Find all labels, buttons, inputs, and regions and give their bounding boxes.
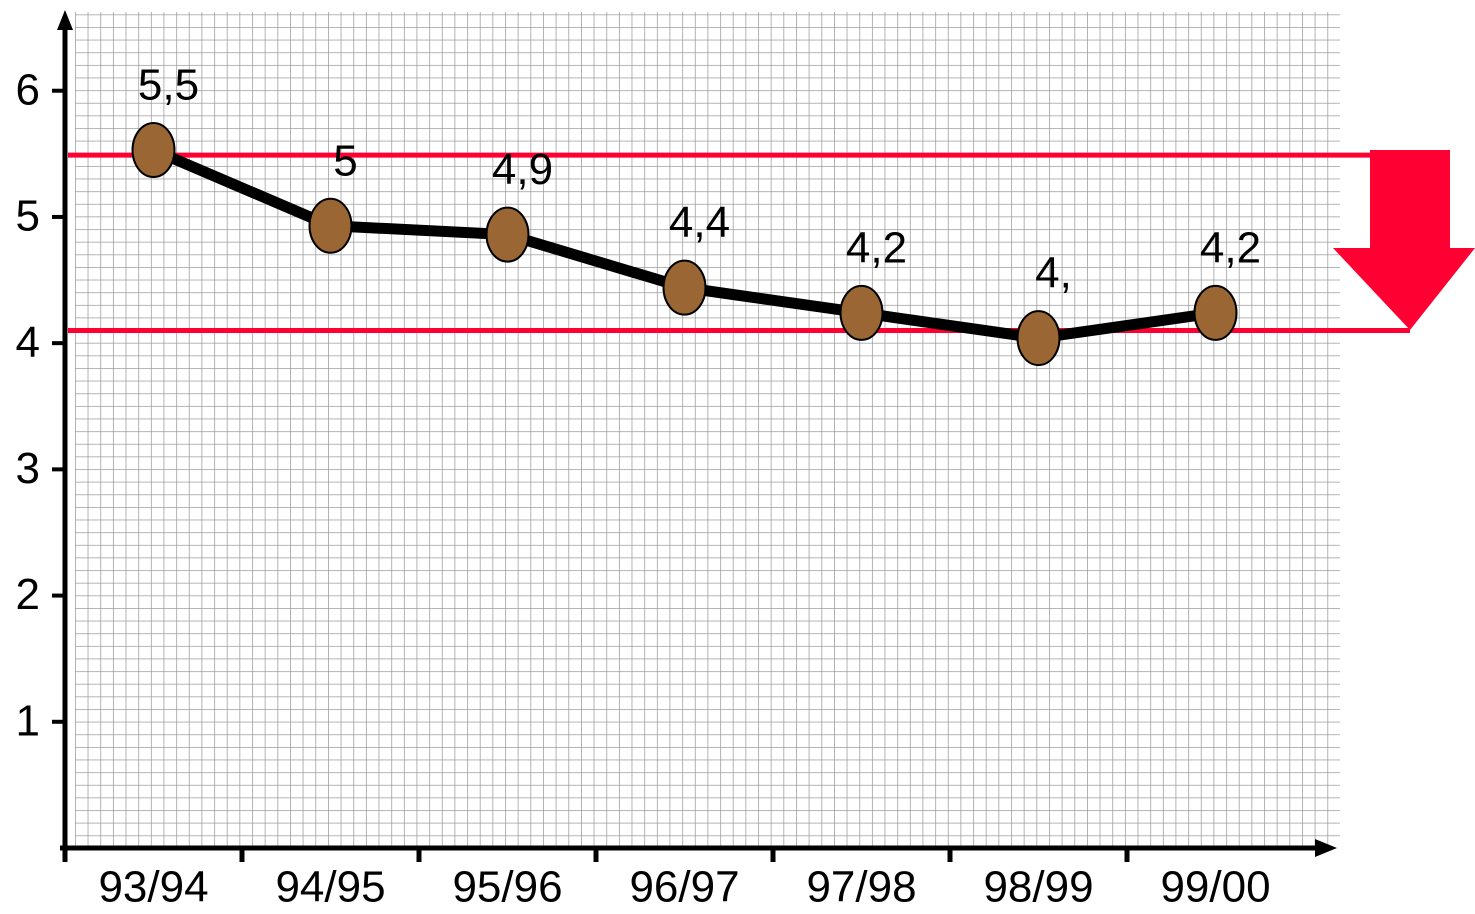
x-tick-label: 97/98	[806, 863, 916, 912]
data-label: 4,4	[669, 198, 730, 247]
y-axis-arrow	[57, 10, 73, 30]
x-tick-label: 99/00	[1160, 863, 1270, 912]
y-tick-label: 2	[16, 570, 40, 619]
data-label: 4,2	[1200, 223, 1261, 272]
data-point	[1016, 310, 1061, 367]
y-tick-label: 5	[16, 192, 40, 241]
data-label: 5	[333, 136, 357, 185]
y-tick-label: 4	[16, 318, 40, 367]
x-tick-label: 93/94	[98, 863, 208, 912]
y-tick-label: 1	[16, 696, 40, 745]
y-tick-label: 3	[16, 444, 40, 493]
data-label: 4,2	[846, 223, 907, 272]
data-point	[662, 259, 707, 316]
x-axis-arrow	[1315, 839, 1337, 857]
x-tick-label: 94/95	[275, 863, 385, 912]
x-tick-label: 98/99	[983, 863, 1093, 912]
y-tick-label: 6	[16, 65, 40, 114]
data-label: 4,9	[492, 145, 553, 194]
data-point	[308, 197, 353, 254]
data-label: 5,5	[138, 61, 199, 110]
x-tick-label: 96/97	[629, 863, 739, 912]
grid	[75, 12, 1340, 848]
data-point	[485, 206, 530, 263]
down-arrow	[1333, 150, 1475, 330]
data-label: 4,	[1035, 249, 1072, 298]
x-tick-label: 95/96	[452, 863, 562, 912]
data-point	[839, 284, 884, 341]
data-point	[1193, 284, 1238, 341]
data-point	[131, 122, 176, 179]
